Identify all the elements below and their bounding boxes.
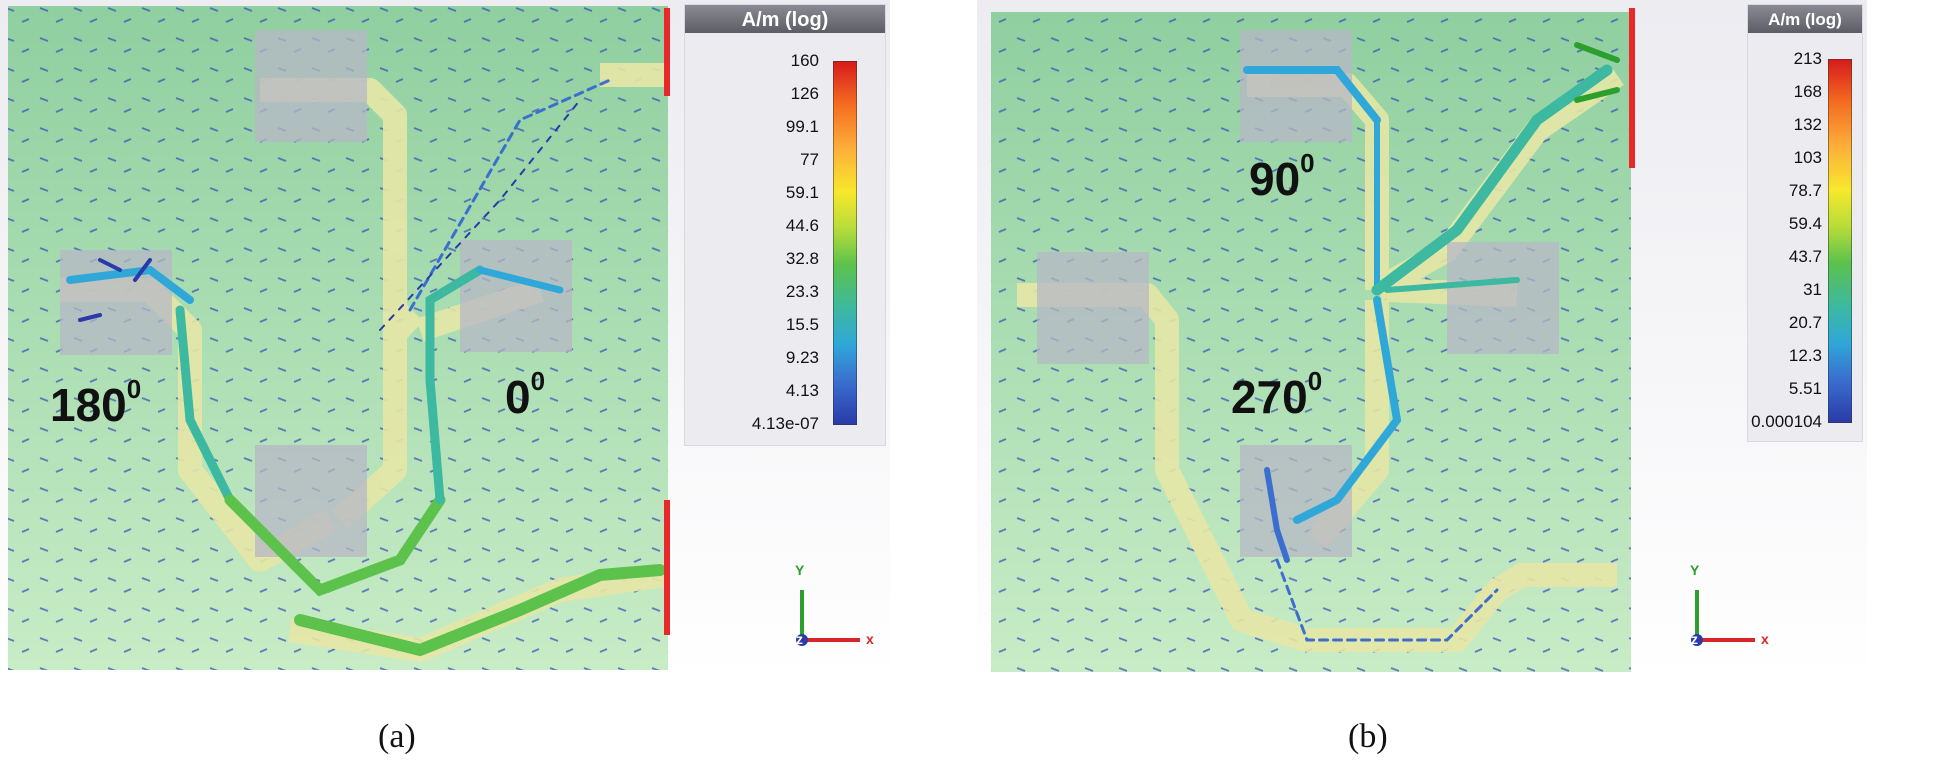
phase-value: 90: [1249, 153, 1301, 205]
legend-tick: 15.5: [785, 315, 819, 334]
legend-tick: 78.7: [1788, 181, 1822, 200]
legend-tick: 160: [790, 51, 819, 70]
degree-superscript: 0: [1307, 366, 1323, 396]
phase-label-270: 2700: [1231, 366, 1322, 424]
panel-a: 1800 00 Y z x A/m (log) 160 126 99.1 77 …: [0, 0, 890, 680]
color-legend-b: A/m (log) 213 168 132 103 78.7 59.4 43.7…: [1747, 4, 1863, 442]
phase-label-90: 900: [1249, 148, 1315, 206]
axis-triad: [796, 590, 860, 646]
legend-tick: 59.4: [1788, 214, 1822, 233]
degree-superscript: 0: [126, 374, 142, 404]
field-view-b: [991, 8, 1755, 672]
legend-tick: 99.1: [785, 117, 819, 136]
phase-value: 0: [505, 371, 531, 423]
legend-tick: 31: [1803, 280, 1822, 299]
field-view-a: [8, 6, 860, 670]
legend-tick: 132: [1793, 115, 1822, 134]
legend-tick: 9.23: [785, 348, 819, 367]
legend-tick: 0.000104: [1751, 412, 1822, 431]
panel-b: 900 2700 Y z x A/m (log) 213 168 132 103…: [977, 0, 1867, 680]
caption-a: (a): [378, 718, 416, 755]
caption-b: (b): [1348, 718, 1388, 755]
port-1: [664, 8, 670, 96]
legend-tick: 77: [800, 150, 819, 169]
port-1: [1629, 8, 1635, 168]
axis-x-label: x: [866, 631, 874, 647]
legend-title: A/m (log): [685, 5, 885, 33]
legend-tick: 12.3: [1788, 346, 1822, 365]
legend-tick: 59.1: [785, 183, 819, 202]
current-arrows: [1243, 42, 1620, 642]
legend-tick: 213: [1793, 49, 1822, 68]
axis-z-label: z: [796, 631, 803, 647]
legend-tick: 23.3: [785, 282, 819, 301]
axis-z-label: z: [1691, 631, 1698, 647]
axis-y-label: Y: [1690, 562, 1700, 578]
phase-label-0: 00: [505, 366, 545, 424]
phase-value: 180: [50, 379, 127, 431]
legend-tick: 43.7: [1788, 247, 1822, 266]
phase-value: 270: [1231, 371, 1308, 423]
port-2: [664, 500, 670, 635]
legend-tick: 103: [1793, 148, 1822, 167]
legend-title: A/m (log): [1748, 5, 1862, 33]
legend-tick: 32.8: [785, 249, 819, 268]
axis-y-label: Y: [795, 562, 805, 578]
axis-triad: [1691, 590, 1755, 646]
port-pads: [1037, 30, 1559, 557]
degree-superscript: 0: [1300, 148, 1315, 178]
legend-tick: 4.13: [785, 381, 819, 400]
current-arrows: [66, 78, 666, 657]
legend-tick: 5.51: [1788, 379, 1822, 398]
legend-tick: 4.13e-07: [751, 414, 819, 433]
color-legend-a: A/m (log) 160 126 99.1 77 59.1 44.6 32.8…: [684, 4, 886, 446]
colorbar: [833, 61, 857, 425]
legend-tick: 20.7: [1788, 313, 1822, 332]
legend-tick: 44.6: [785, 216, 819, 235]
colorbar: [1828, 59, 1852, 423]
phase-label-180: 1800: [50, 374, 141, 432]
legend-tick: 126: [790, 84, 819, 103]
degree-superscript: 0: [530, 366, 546, 396]
legend-tick: 168: [1793, 82, 1822, 101]
axis-x-label: x: [1761, 631, 1769, 647]
